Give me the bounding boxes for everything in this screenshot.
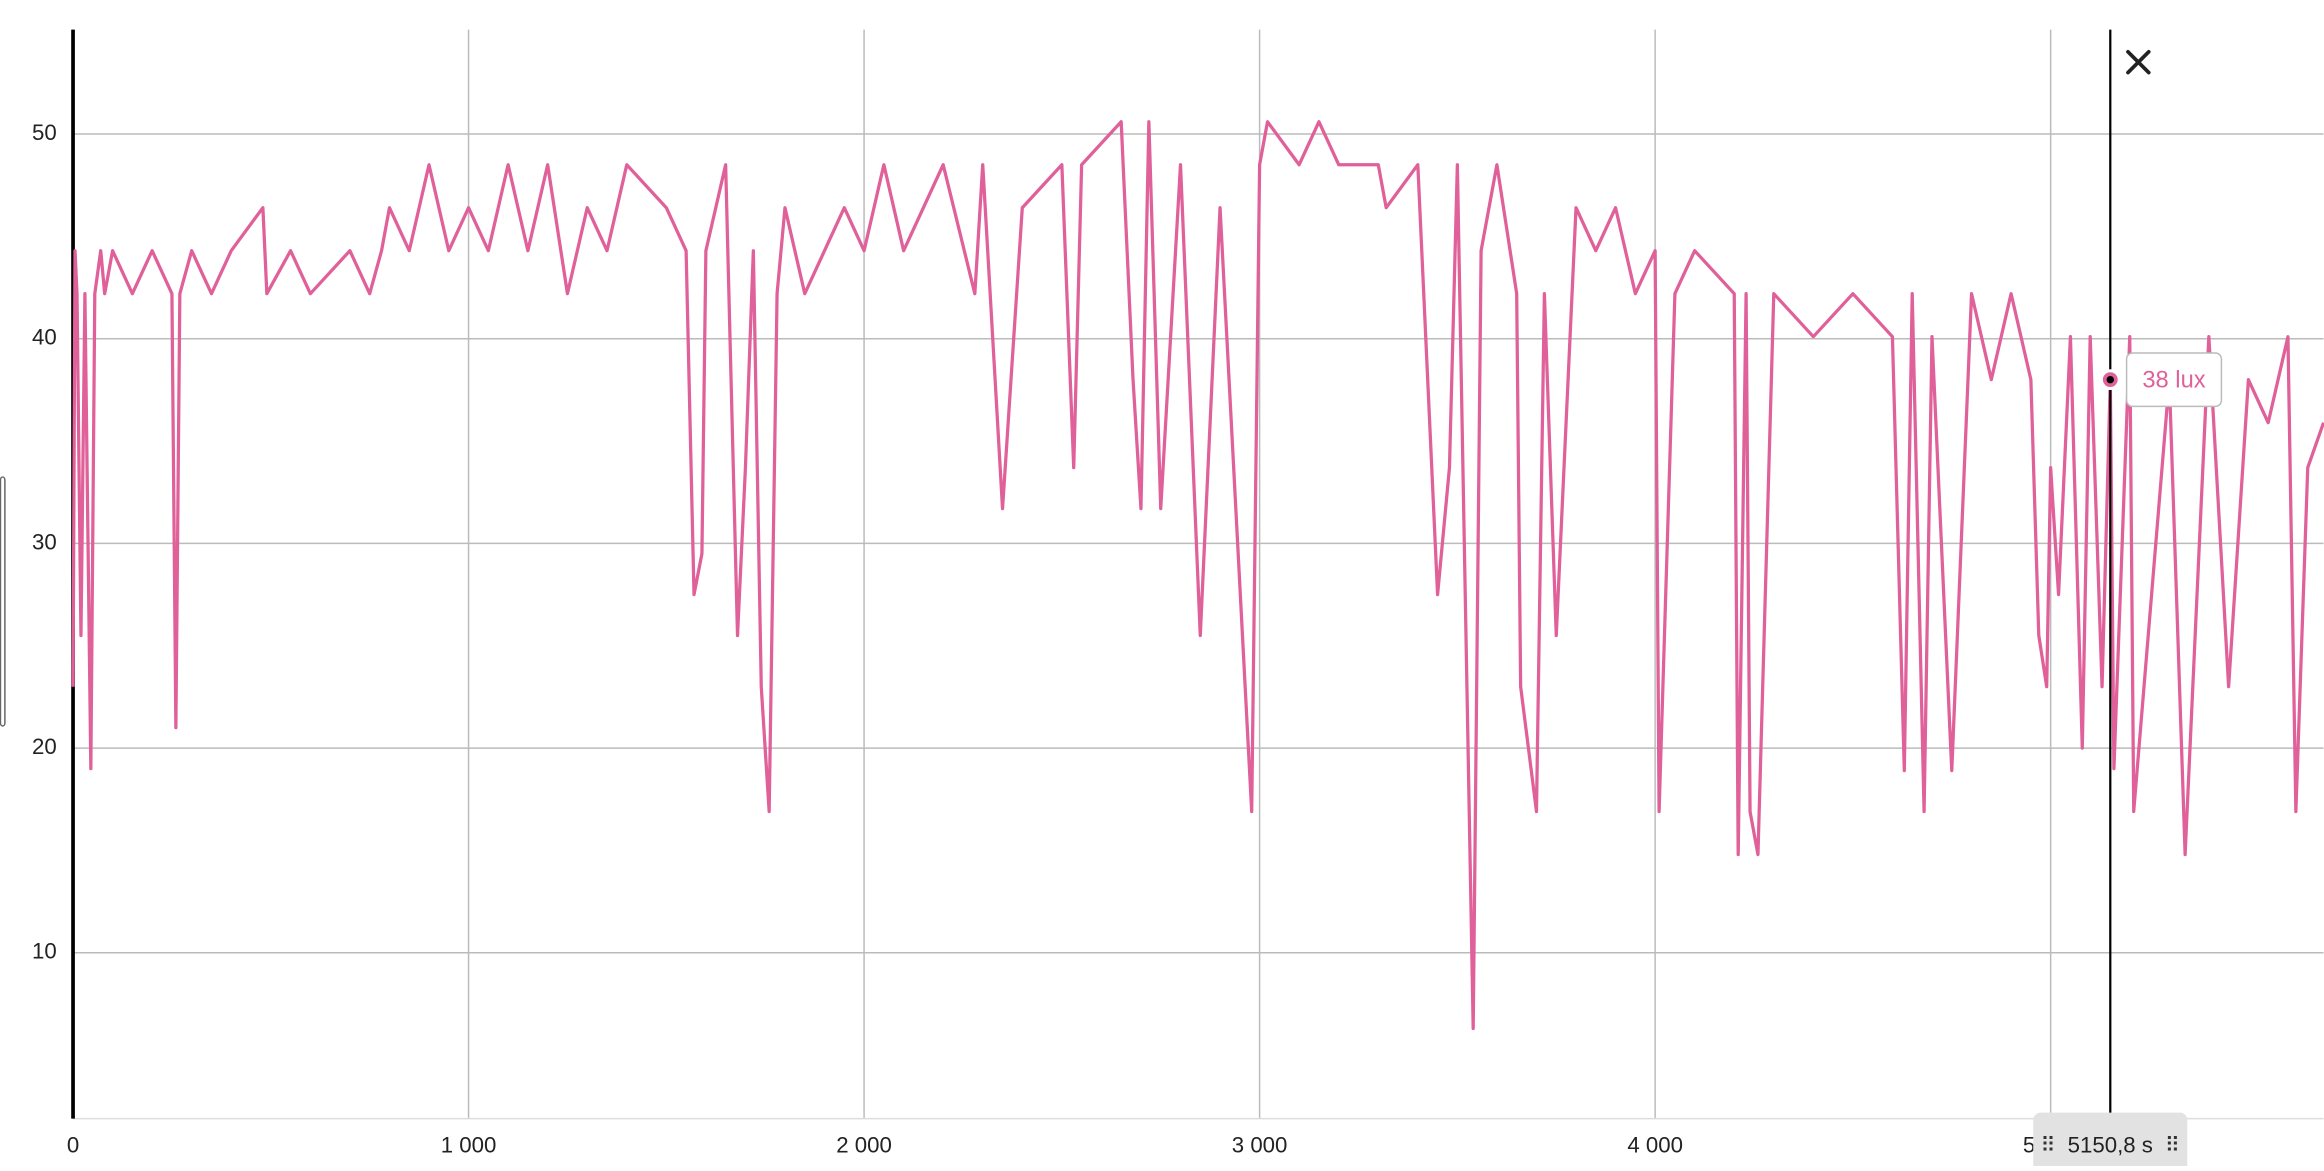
y-tick-label: 30 bbox=[32, 529, 57, 554]
value-label-box bbox=[2125, 352, 2223, 408]
close-button[interactable] bbox=[2126, 50, 2151, 75]
y-tick-label: 20 bbox=[32, 734, 57, 759]
y-tick-label: 50 bbox=[32, 120, 57, 145]
cursor-x-grip: ⠿ bbox=[2165, 1134, 2180, 1157]
side-panel-edge bbox=[0, 476, 6, 727]
x-tick-label: 1 000 bbox=[441, 1133, 497, 1158]
cursor-x-label: 5150,8 s bbox=[2068, 1133, 2153, 1158]
cursor-dot bbox=[2106, 375, 2114, 384]
value-label: 38 lux bbox=[2142, 367, 2205, 393]
cursor-x-grip: ⠿ bbox=[2040, 1134, 2055, 1157]
y-tick-label: 40 bbox=[32, 325, 57, 350]
y-tick-label: 10 bbox=[32, 939, 57, 964]
x-tick-label: 3 000 bbox=[1232, 1133, 1288, 1158]
data-line bbox=[71, 120, 2324, 1031]
x-tick-label: 4 000 bbox=[1627, 1133, 1683, 1158]
x-tick-label: 0 bbox=[67, 1133, 79, 1158]
x-tick-label: 2 000 bbox=[836, 1133, 892, 1158]
cursor-x-box bbox=[2033, 1112, 2188, 1171]
